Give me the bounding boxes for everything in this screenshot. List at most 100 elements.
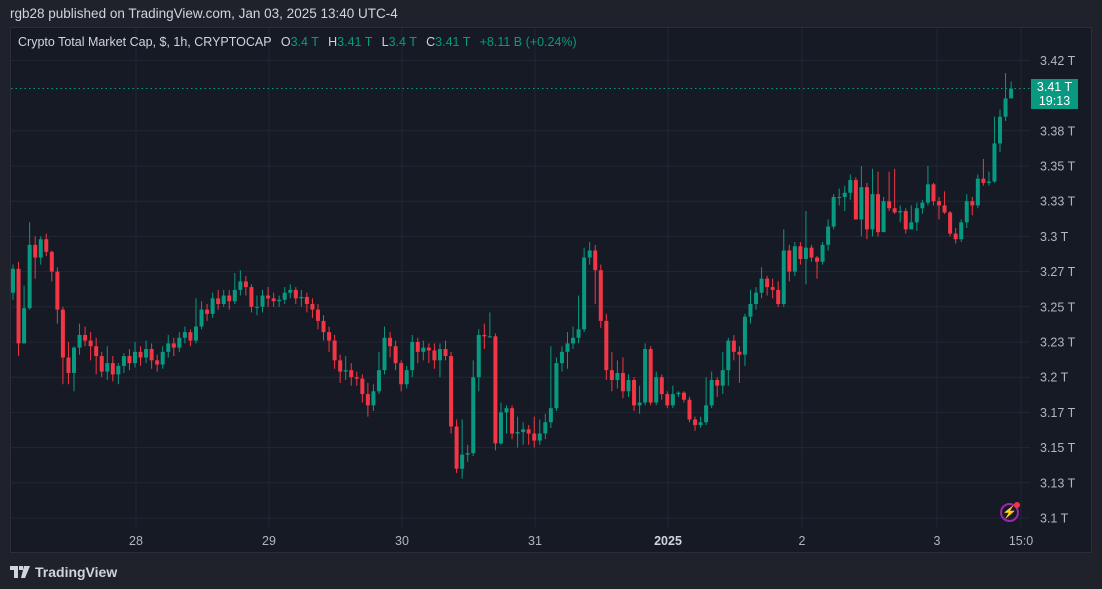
candle-body [720,370,725,386]
candle-body [449,356,454,427]
lightning-alert-icon[interactable]: ⚡ [1000,502,1020,522]
candle [315,303,320,330]
candle-body [105,363,110,372]
candle-body [665,394,670,406]
candle [266,287,271,307]
candle [227,289,232,310]
candle [704,377,709,426]
candle-body [543,422,548,434]
candle [559,346,564,372]
candle-body [526,429,531,434]
x-tick-label: 2025 [654,534,682,548]
candle-body [704,405,709,423]
candle [504,405,509,434]
candle-body [360,378,365,395]
candle-body [288,289,293,293]
candle [83,326,88,347]
candle-body [393,346,398,364]
candle-body [504,408,509,413]
candle [859,166,864,237]
candle-body [315,309,320,321]
candle [94,337,99,375]
candle-body [931,184,936,202]
y-tick-label: 3.35 T [1040,160,1076,174]
candle-body [1003,98,1008,117]
candle-body [537,433,542,441]
candle-body [199,309,204,327]
candle [471,360,476,457]
candle-body [637,402,642,406]
y-tick-label: 3.25 T [1040,300,1076,314]
candle [620,357,625,399]
candle [770,278,775,299]
candle [720,351,725,395]
candle [537,419,542,445]
candle [238,270,243,296]
candle-body [182,332,187,338]
candle [876,171,881,237]
candle [953,227,958,244]
candle [925,166,930,206]
candle-body [654,377,659,403]
candle-body [149,349,154,361]
candle [792,242,797,276]
candle [460,419,465,479]
candle-body [582,257,587,330]
candle [964,194,969,228]
candle-body [232,289,237,302]
candle [254,295,259,316]
candle-body [626,380,631,392]
candle [565,332,570,369]
candle [449,351,454,434]
candle [986,171,991,186]
candle [421,340,426,361]
candle-body [193,326,198,341]
candle [99,351,104,378]
candle [343,356,348,381]
candle-body [748,303,753,317]
chart-panel[interactable] [10,27,1092,553]
candle [709,371,714,409]
candle-body [471,377,476,454]
candle-body [792,246,797,272]
candle-body [986,181,991,183]
candle-body [160,351,165,365]
candle-body [177,337,182,348]
candle [515,416,520,448]
candle-body [171,343,176,348]
candle-body [881,201,886,233]
candle [22,285,27,344]
y-tick-label: 3.15 T [1040,441,1076,455]
candle-body [521,429,526,433]
y-tick-label: 3.13 T [1040,476,1076,490]
candle [604,313,609,381]
candle [842,185,847,212]
candle [376,351,381,395]
candle-body [898,211,903,213]
candle-body [754,292,759,304]
candle-body [421,347,426,352]
candle [809,244,814,262]
candle [371,384,376,411]
candle-body [731,340,736,352]
candles [11,73,1014,479]
candle [105,346,110,381]
candle [903,208,908,234]
candle [249,284,254,313]
candle [787,244,792,282]
candle-body [959,222,964,240]
candle-body [343,370,348,372]
candle [526,425,531,445]
candle [798,242,803,265]
candle-body [382,337,387,371]
candle [659,374,664,400]
candle-body [260,295,265,307]
footer-brand[interactable]: TradingView [10,564,117,580]
candle-body [49,251,54,272]
candle [382,326,387,375]
candle-body [354,377,359,379]
candle [626,374,631,397]
candle [288,284,293,299]
candle-body [759,278,764,293]
